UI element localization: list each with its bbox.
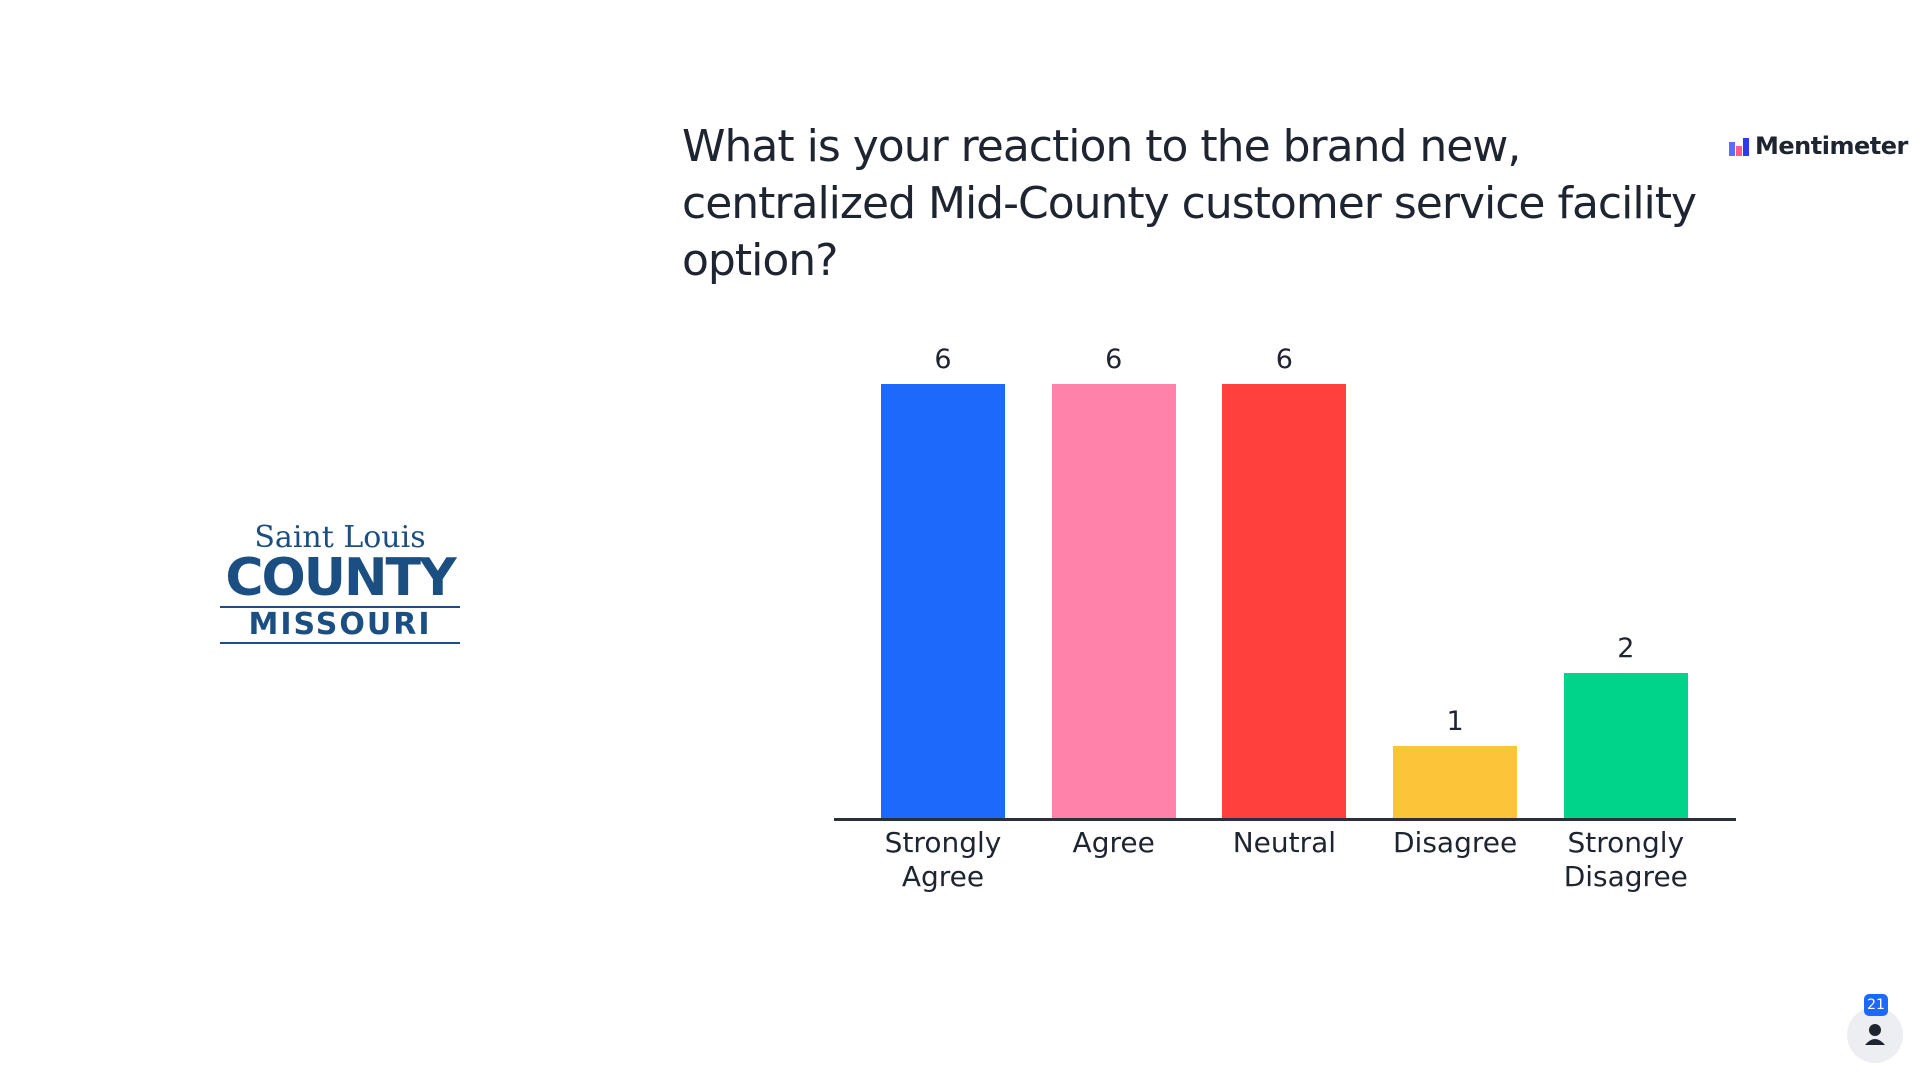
- question-title: What is your reaction to the brand new, …: [682, 121, 1697, 286]
- person-icon: [1865, 1024, 1885, 1045]
- bar: [881, 384, 1005, 818]
- baseline: [834, 818, 1736, 821]
- category-label: Neutral: [1232, 826, 1337, 859]
- value-label: 6: [934, 344, 952, 375]
- logo-line: Saint Louis: [254, 520, 426, 555]
- brand-name: Mentimeter: [1755, 132, 1908, 160]
- category-label: Agree: [1072, 826, 1155, 859]
- participants-button[interactable]: [1847, 1007, 1903, 1063]
- category-label: Strongly Agree: [884, 826, 1002, 893]
- brand: Mentimeter: [1729, 132, 1908, 160]
- value-label: 1: [1446, 705, 1464, 737]
- value-label: 2: [1617, 633, 1635, 665]
- value-label: 6: [1105, 344, 1123, 375]
- logo-line: MISSOURI: [220, 606, 460, 644]
- bar: [1051, 384, 1176, 818]
- category-label: Disagree: [1392, 826, 1518, 859]
- category-label: Strongly Disagree: [1563, 826, 1688, 893]
- logo-line: COUNTY: [225, 548, 456, 608]
- bar: [1563, 673, 1688, 818]
- bar: [1222, 384, 1347, 818]
- bar: [1393, 745, 1518, 818]
- value-label: 6: [1275, 344, 1293, 375]
- brand-icon: [1729, 138, 1749, 156]
- participant-count: 21: [1864, 994, 1888, 1016]
